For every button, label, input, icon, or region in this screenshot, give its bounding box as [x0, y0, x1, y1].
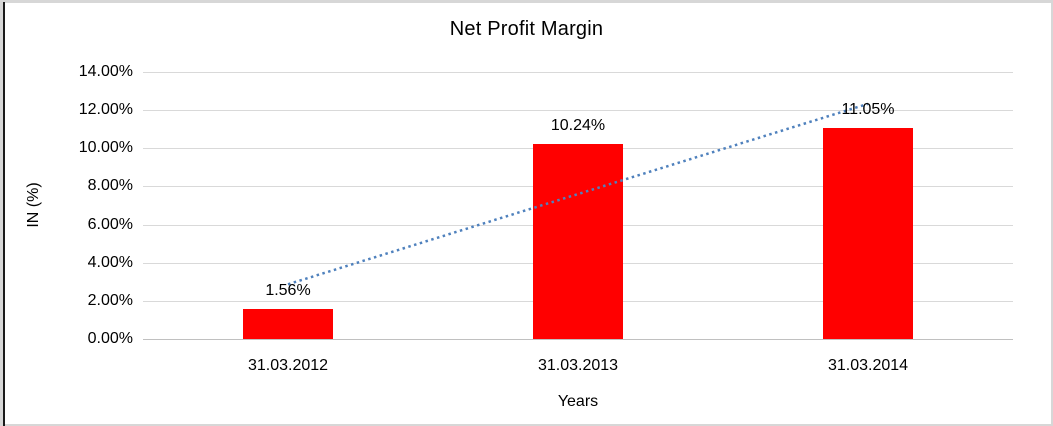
y-tick-label: 6.00%	[87, 216, 133, 233]
y-tick-label: 10.00%	[78, 139, 133, 156]
x-tick-label: 31.03.2014	[827, 357, 909, 374]
y-tick-label: 14.00%	[78, 63, 133, 80]
y-tick-label: 12.00%	[78, 101, 133, 118]
x-tick-label: 31.03.2013	[537, 357, 619, 374]
chart-title: Net Profit Margin	[449, 18, 604, 40]
y-tick-label: 8.00%	[87, 177, 133, 194]
x-tick-label: 31.03.2012	[247, 357, 329, 374]
x-axis-line	[143, 339, 1013, 340]
bar-31.03.2012	[243, 309, 333, 339]
y-tick-label: 0.00%	[87, 330, 133, 347]
frame-border-right	[1051, 0, 1053, 426]
bar-31.03.2014	[823, 128, 913, 339]
frame-border-left	[0, 0, 3, 426]
data-label: 10.24%	[550, 117, 606, 134]
gridline	[143, 72, 1013, 73]
frame-border-left-dark-line	[3, 2, 5, 426]
frame-border-top	[0, 0, 1053, 3]
data-label: 1.56%	[265, 282, 311, 299]
y-tick-label: 4.00%	[87, 254, 133, 271]
y-tick-label: 2.00%	[87, 292, 133, 309]
x-axis-title: Years	[557, 393, 599, 410]
bar-31.03.2013	[533, 144, 623, 339]
data-label: 11.05%	[841, 101, 895, 118]
frame-border-bottom	[0, 424, 1053, 426]
